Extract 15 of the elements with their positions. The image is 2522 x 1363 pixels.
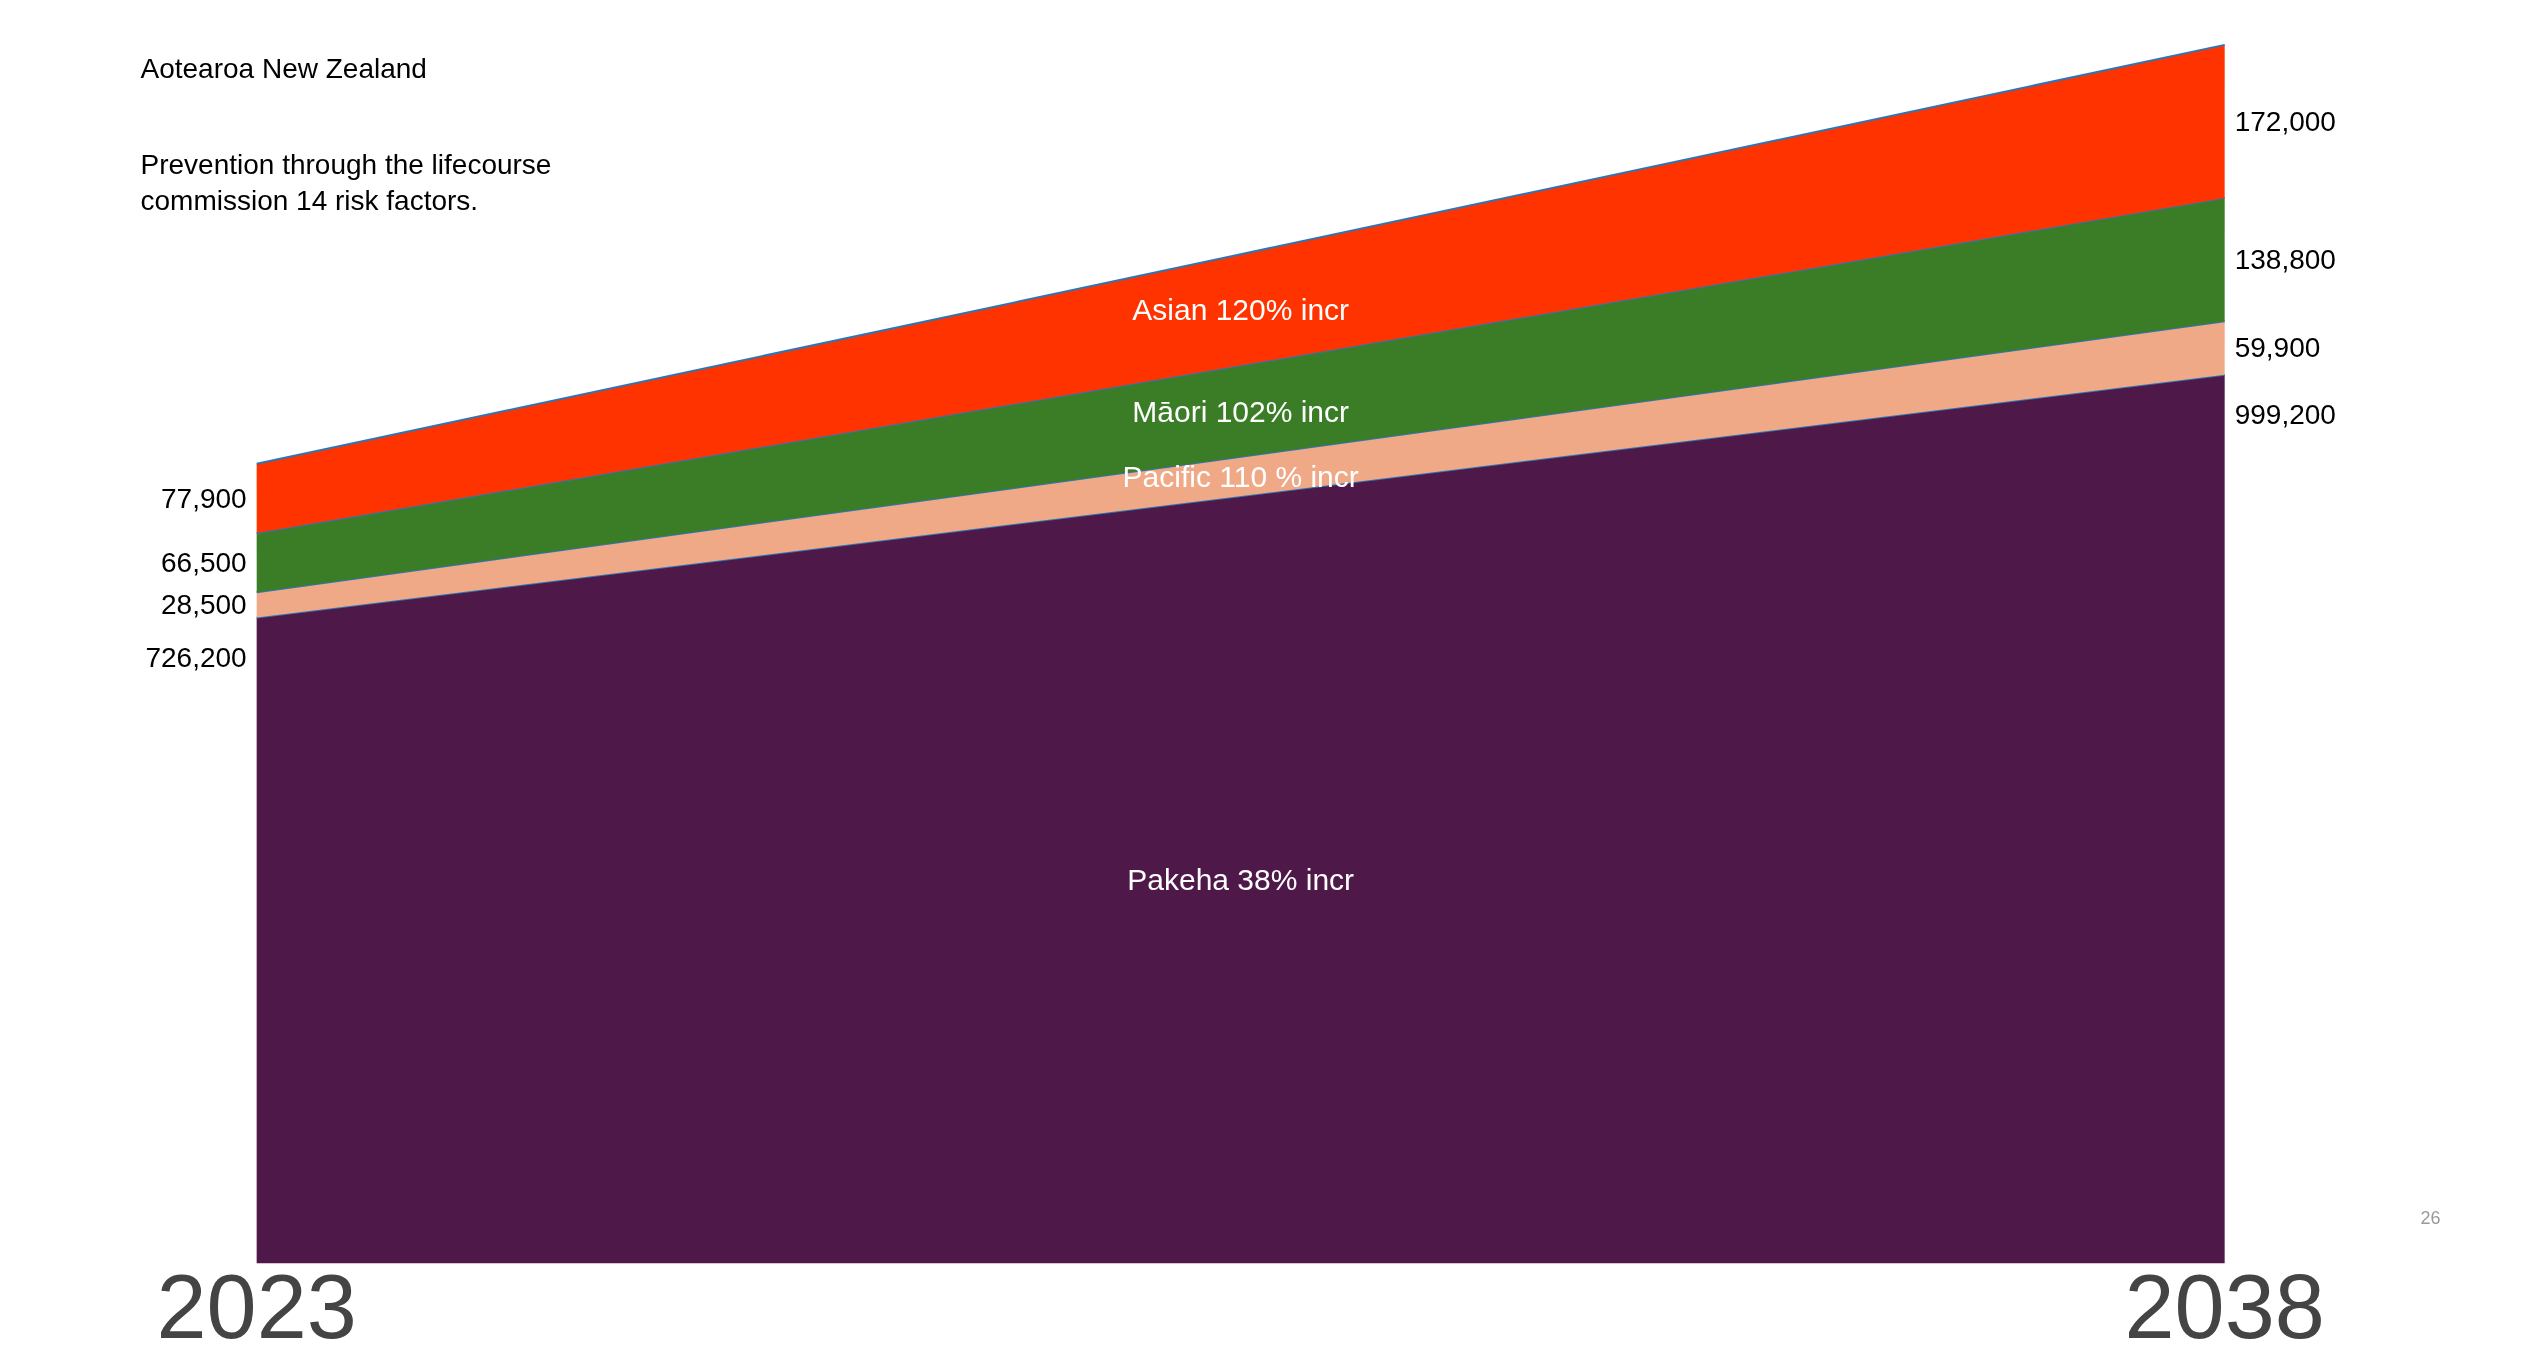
data-label: 138,800 (2234, 244, 2336, 276)
data-label: 28,500 (161, 589, 247, 621)
data-label: 172,000 (2234, 105, 2336, 137)
x-tick-label: 2038 (2124, 1256, 2325, 1357)
data-label: 726,200 (145, 641, 247, 673)
x-tick-label: 2023 (156, 1256, 357, 1357)
annotation: Aotearoa New Zealand (140, 52, 427, 84)
annotation: Prevention through the lifecourse (140, 148, 552, 180)
annotation: 26 (2420, 1207, 2441, 1228)
series-label: Asian 120% incr (1132, 293, 1350, 327)
data-label: 59,900 (2234, 332, 2321, 364)
data-label: 77,900 (161, 482, 247, 514)
annotation: commission 14 risk factors. (140, 184, 479, 216)
data-label: 66,500 (161, 547, 247, 579)
data-label: 999,200 (2234, 399, 2336, 431)
